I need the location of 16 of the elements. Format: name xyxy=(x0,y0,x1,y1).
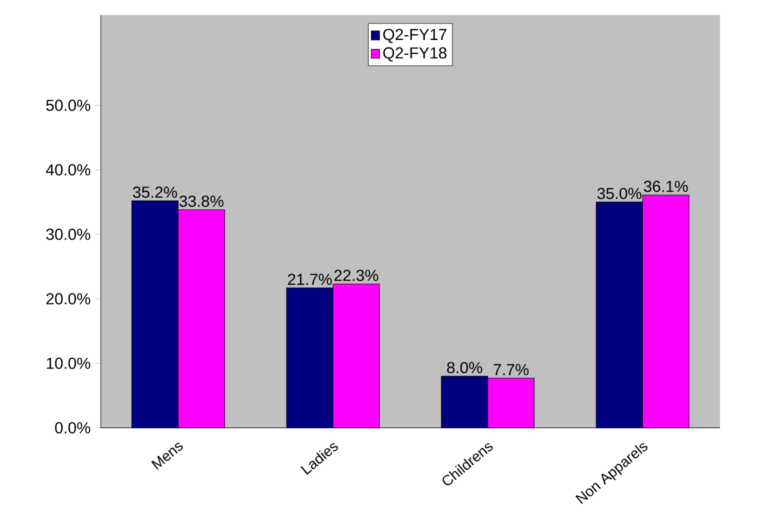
y-tick-label: 30.0% xyxy=(46,228,90,240)
data-label: 36.1% xyxy=(644,180,688,192)
legend-label: Q2-FY18 xyxy=(383,47,446,62)
data-label: 21.7% xyxy=(288,274,332,285)
data-label: 7.7% xyxy=(494,364,529,376)
data-label: 22.3% xyxy=(334,270,378,282)
data-label: 33.8% xyxy=(179,196,224,207)
y-tick-label: 40.0% xyxy=(46,164,90,176)
data-label: 8.0% xyxy=(447,362,482,374)
y-tick-label: 50.0% xyxy=(46,100,90,111)
data-label: 35.0% xyxy=(597,188,642,200)
legend-label: Q2-FY17 xyxy=(383,28,446,43)
y-tick-label: 10.0% xyxy=(46,358,90,369)
data-label: 35.2% xyxy=(132,186,178,198)
y-tick-label: 20.0% xyxy=(46,293,90,304)
y-tick-label: 0.0% xyxy=(55,422,90,434)
